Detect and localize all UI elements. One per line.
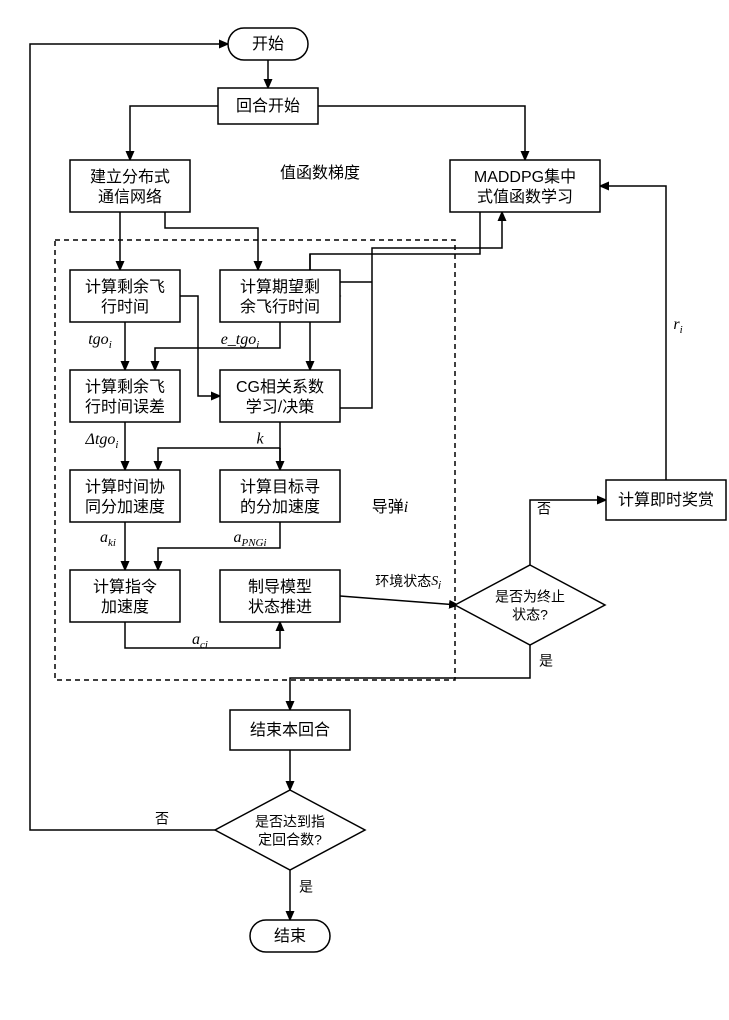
svg-text:行时间误差: 行时间误差 (85, 398, 165, 416)
k-var: k (256, 431, 264, 448)
reward-box: 计算即时奖赏 (606, 480, 726, 520)
svg-text:状态?: 状态? (512, 607, 548, 623)
svg-text:通信网络: 通信网络 (98, 187, 162, 206)
tgo-var: tgoi (88, 331, 112, 351)
svg-text:余飞行时间: 余飞行时间 (240, 297, 320, 316)
svg-text:开始: 开始 (252, 35, 284, 53)
maddpg-box: MADDPG集中 式值函数学习 (450, 160, 600, 212)
apng-box: 计算目标寻 的分加速度 (220, 470, 340, 522)
svg-text:CG相关系数: CG相关系数 (236, 378, 324, 396)
missile-label: 导弹i (372, 498, 408, 516)
cg-box: CG相关系数 学习/决策 (220, 370, 340, 422)
rounds-decision: 是否达到指 定回合数? (215, 790, 365, 870)
no2-label: 否 (155, 811, 169, 827)
end-node: 结束 (250, 920, 330, 952)
round-start-box: 回合开始 (218, 88, 318, 124)
svg-text:计算目标寻: 计算目标寻 (240, 477, 320, 496)
ak-box: 计算时间协 同分加速度 (70, 470, 180, 522)
start-node: 开始 (228, 28, 308, 60)
svg-text:结束: 结束 (274, 927, 306, 945)
svg-text:加速度: 加速度 (101, 598, 149, 616)
ak-var: aki (100, 529, 116, 549)
svg-text:MADDPG集中: MADDPG集中 (474, 168, 576, 186)
endround-box: 结束本回合 (230, 710, 350, 750)
etgo-var: e_tgoi (221, 331, 260, 351)
terminal-decision: 是否为终止 状态? (455, 565, 605, 645)
ri-var: ri (673, 316, 682, 336)
yes1-label: 是 (539, 653, 553, 669)
svg-text:计算指令: 计算指令 (93, 577, 157, 596)
svg-text:是否为终止: 是否为终止 (495, 589, 565, 605)
net-box: 建立分布式 通信网络 (70, 160, 190, 212)
svg-text:式值函数学习: 式值函数学习 (477, 188, 573, 206)
dtgo-var: Δtgoi (85, 431, 119, 451)
model-box: 制导模型 状态推进 (220, 570, 340, 622)
grad-label: 值函数梯度 (280, 164, 360, 182)
svg-text:是否达到指: 是否达到指 (255, 814, 325, 830)
no1-label: 否 (537, 501, 551, 517)
apng-var: aPNGi (233, 529, 266, 549)
svg-text:建立分布式: 建立分布式 (90, 168, 170, 186)
ac-box: 计算指令 加速度 (70, 570, 180, 622)
svg-text:学习/决策: 学习/决策 (246, 398, 314, 416)
svg-text:结束本回合: 结束本回合 (250, 721, 330, 739)
svg-text:计算剩余飞: 计算剩余飞 (85, 377, 165, 396)
env-label: 环境状态Si (375, 573, 441, 592)
tgo-box: 计算剩余飞 行时间 (70, 270, 180, 322)
svg-text:的分加速度: 的分加速度 (240, 498, 320, 516)
etgo-box: 计算期望剩 余飞行时间 (220, 270, 340, 322)
yes2-label: 是 (299, 879, 313, 895)
svg-text:计算时间协: 计算时间协 (85, 477, 165, 496)
svg-text:计算即时奖赏: 计算即时奖赏 (618, 490, 714, 509)
svg-text:回合开始: 回合开始 (236, 97, 300, 115)
svg-text:同分加速度: 同分加速度 (85, 498, 165, 516)
svg-text:制导模型: 制导模型 (248, 578, 312, 596)
svg-text:行时间: 行时间 (101, 298, 149, 316)
svg-text:计算期望剩: 计算期望剩 (240, 277, 320, 296)
svg-text:定回合数?: 定回合数? (258, 832, 322, 848)
ac-var: aci (192, 631, 208, 651)
dtgo-box: 计算剩余飞 行时间误差 (70, 370, 180, 422)
svg-text:计算剩余飞: 计算剩余飞 (85, 277, 165, 296)
svg-text:状态推进: 状态推进 (248, 598, 312, 616)
